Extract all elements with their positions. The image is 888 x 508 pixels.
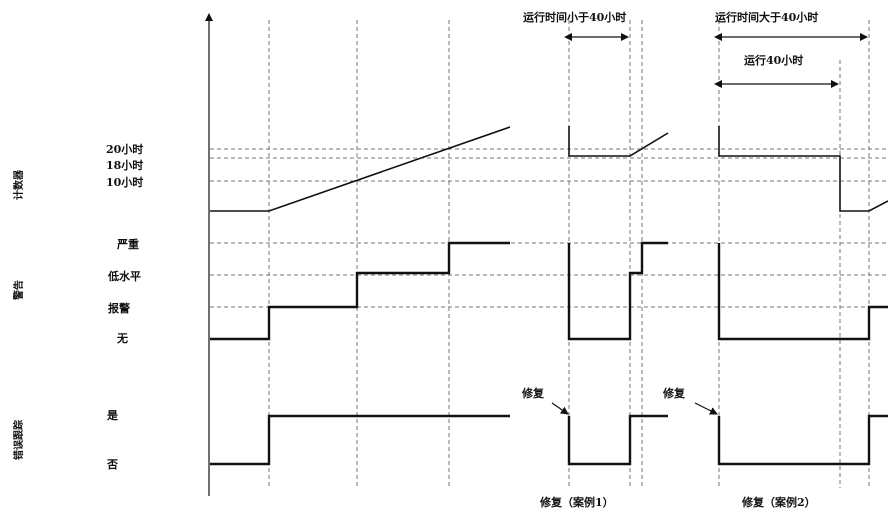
caption-case-1: 修复（案例1）: [539, 495, 614, 508]
level-severe: 严重: [116, 237, 139, 251]
level-none: 无: [116, 332, 128, 345]
repair-2-pointer: [694, 402, 718, 415]
alert-signal: [210, 241, 888, 341]
level-18h: 18小时: [106, 158, 143, 172]
annotation-repair-1: 修复: [521, 386, 545, 400]
annotation-runtime-gt-40: 运行时间大于40小时: [715, 10, 818, 24]
annotation-runtime-lt-40: 运行时间小于40小时: [523, 10, 626, 24]
counter-signal: [210, 126, 888, 212]
level-10h: 10小时: [106, 175, 143, 189]
section-label-counter: 计数器: [12, 169, 25, 200]
annotation-repair-2: 修复: [662, 386, 686, 400]
level-low: 低水平: [107, 269, 141, 283]
error-trace-signal: [210, 414, 888, 466]
section-label-error-trace: 错误跟踪: [12, 420, 25, 460]
level-yes: 是: [106, 409, 119, 422]
annotation-run-40: 运行40小时: [744, 53, 803, 67]
section-label-alert: 警告: [12, 280, 25, 301]
level-no: 否: [106, 458, 118, 471]
level-20h: 20小时: [106, 142, 143, 156]
horizontal-guides: [210, 148, 888, 308]
caption-case-2: 修复（案例2）: [741, 495, 816, 508]
level-warn: 报警: [108, 301, 130, 315]
repair-1-pointer: [551, 402, 569, 415]
